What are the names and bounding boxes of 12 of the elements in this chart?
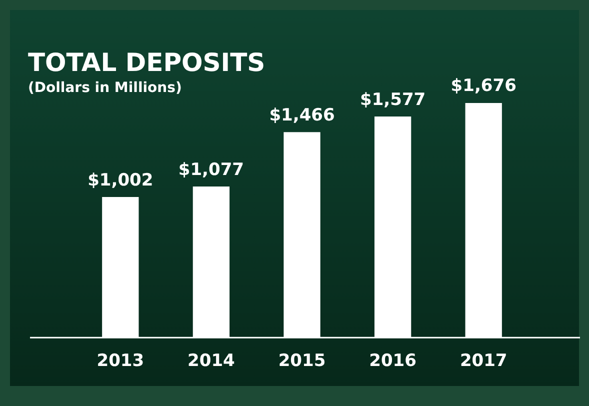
data-label: $1,577 <box>360 90 426 110</box>
x-tick-label: 2013 <box>96 351 144 372</box>
x-tick-label: 2015 <box>278 351 326 372</box>
data-label: $1,077 <box>178 160 244 180</box>
chart-title: TOTAL DEPOSITS <box>28 48 266 77</box>
data-label: $1,002 <box>88 170 154 190</box>
x-tick-label: 2014 <box>188 351 236 372</box>
x-tick-label: 2016 <box>369 351 416 372</box>
x-tick-label: 2017 <box>460 351 508 372</box>
data-label: $1,676 <box>450 76 516 96</box>
data-label: $1,466 <box>269 105 335 126</box>
chart-subtitle: (Dollars in Millions) <box>28 80 182 96</box>
